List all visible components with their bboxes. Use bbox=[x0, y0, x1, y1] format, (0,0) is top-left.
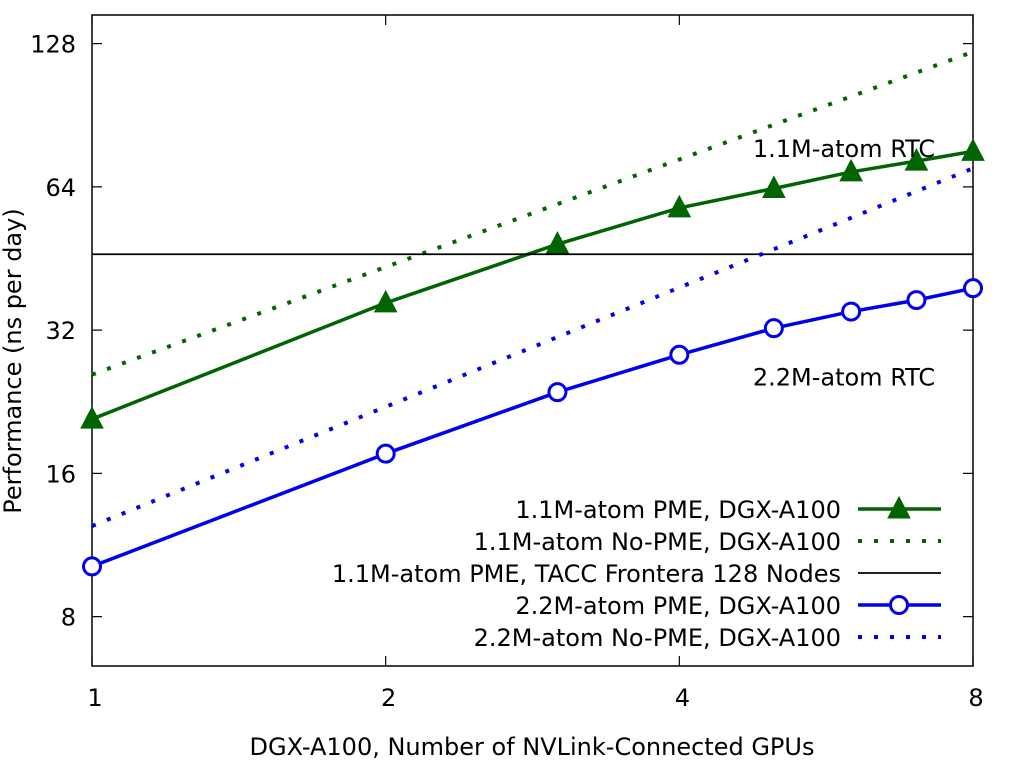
annotation-2-2m-rtc: 2.2M-atom RTC bbox=[753, 363, 935, 391]
data-point-triangle bbox=[762, 175, 786, 198]
legend-label: 2.2M-atom No-PME, DGX-A100 bbox=[474, 624, 841, 652]
legend-label: 2.2M-atom PME, DGX-A100 bbox=[515, 592, 841, 620]
series-2-2m-atom-pme-dgx-a100 bbox=[82, 278, 983, 577]
legend: 1.1M-atom PME, DGX-A100 1.1M-atom No-PME,… bbox=[332, 495, 941, 652]
x-tick-label: 2 bbox=[381, 684, 396, 712]
series-line bbox=[91, 149, 974, 421]
y-tick-label: 64 bbox=[45, 174, 76, 202]
y-tick-label: 32 bbox=[45, 317, 76, 345]
legend-label: 1.1M-atom PME, DGX-A100 bbox=[515, 496, 841, 524]
y-axis-title: Performance (ns per day) bbox=[0, 208, 27, 513]
series-line bbox=[91, 49, 974, 377]
annotation-1-1m-rtc: 1.1M-atom RTC bbox=[753, 135, 935, 163]
data-point-circle bbox=[669, 344, 690, 365]
data-point-circle bbox=[963, 278, 983, 299]
data-point-circle bbox=[82, 556, 102, 577]
data-point-triangle bbox=[373, 289, 398, 313]
x-tick-label: 1 bbox=[87, 684, 102, 712]
data-point-triangle bbox=[80, 406, 104, 429]
x-tick-label: 8 bbox=[968, 684, 983, 712]
data-point-triangle bbox=[667, 194, 692, 218]
x-tick-label: 4 bbox=[675, 684, 690, 712]
series-line bbox=[91, 166, 974, 528]
legend-marker-circle bbox=[889, 595, 909, 615]
y-tick-label: 128 bbox=[30, 31, 76, 59]
ticks-layer: 1 2 4 8 8 16 32 64 128 bbox=[30, 15, 984, 712]
data-point-triangle bbox=[839, 158, 863, 182]
data-point-circle bbox=[906, 290, 927, 311]
x-axis-title: DGX-A100, Number of NVLink-Connected GPU… bbox=[250, 733, 815, 761]
legend-entry-1-1m-atom-no-pme-dgx-a100: 1.1M-atom No-PME, DGX-A100 bbox=[474, 528, 941, 556]
series-1-1m-atom-no-pme-dgx-a100 bbox=[91, 49, 974, 377]
data-point-triangle bbox=[545, 231, 570, 254]
legend-label: 1.1M-atom No-PME, DGX-A100 bbox=[474, 528, 841, 556]
series-layer bbox=[80, 49, 985, 577]
data-point-triangle bbox=[961, 138, 985, 161]
y-tick-label: 16 bbox=[45, 460, 76, 488]
series-line bbox=[91, 286, 974, 569]
legend-label: 1.1M-atom PME, TACC Frontera 128 Nodes bbox=[332, 560, 841, 588]
series-2-2m-atom-no-pme-dgx-a100 bbox=[91, 166, 974, 528]
series-1-1m-atom-pme-dgx-a100 bbox=[80, 138, 985, 429]
data-point-circle bbox=[763, 318, 784, 339]
legend-entry-2-2m-atom-pme-dgx-a100: 2.2M-atom PME, DGX-A100 bbox=[515, 592, 941, 620]
y-tick-label: 8 bbox=[61, 604, 76, 632]
legend-entry-1-1m-atom-pme-dgx-a100: 1.1M-atom PME, DGX-A100 bbox=[515, 495, 941, 524]
data-point-circle bbox=[841, 301, 862, 322]
data-point-circle bbox=[547, 382, 568, 403]
plot-frame bbox=[91, 14, 974, 667]
legend-entry-1-1m-atom-pme-tacc-frontera-128-nodes: 1.1M-atom PME, TACC Frontera 128 Nodes bbox=[332, 560, 941, 588]
legend-marker-triangle bbox=[887, 495, 911, 519]
data-point-triangle bbox=[904, 148, 929, 171]
legend-entry-2-2m-atom-no-pme-dgx-a100: 2.2M-atom No-PME, DGX-A100 bbox=[474, 624, 941, 652]
data-point-circle bbox=[375, 443, 396, 464]
